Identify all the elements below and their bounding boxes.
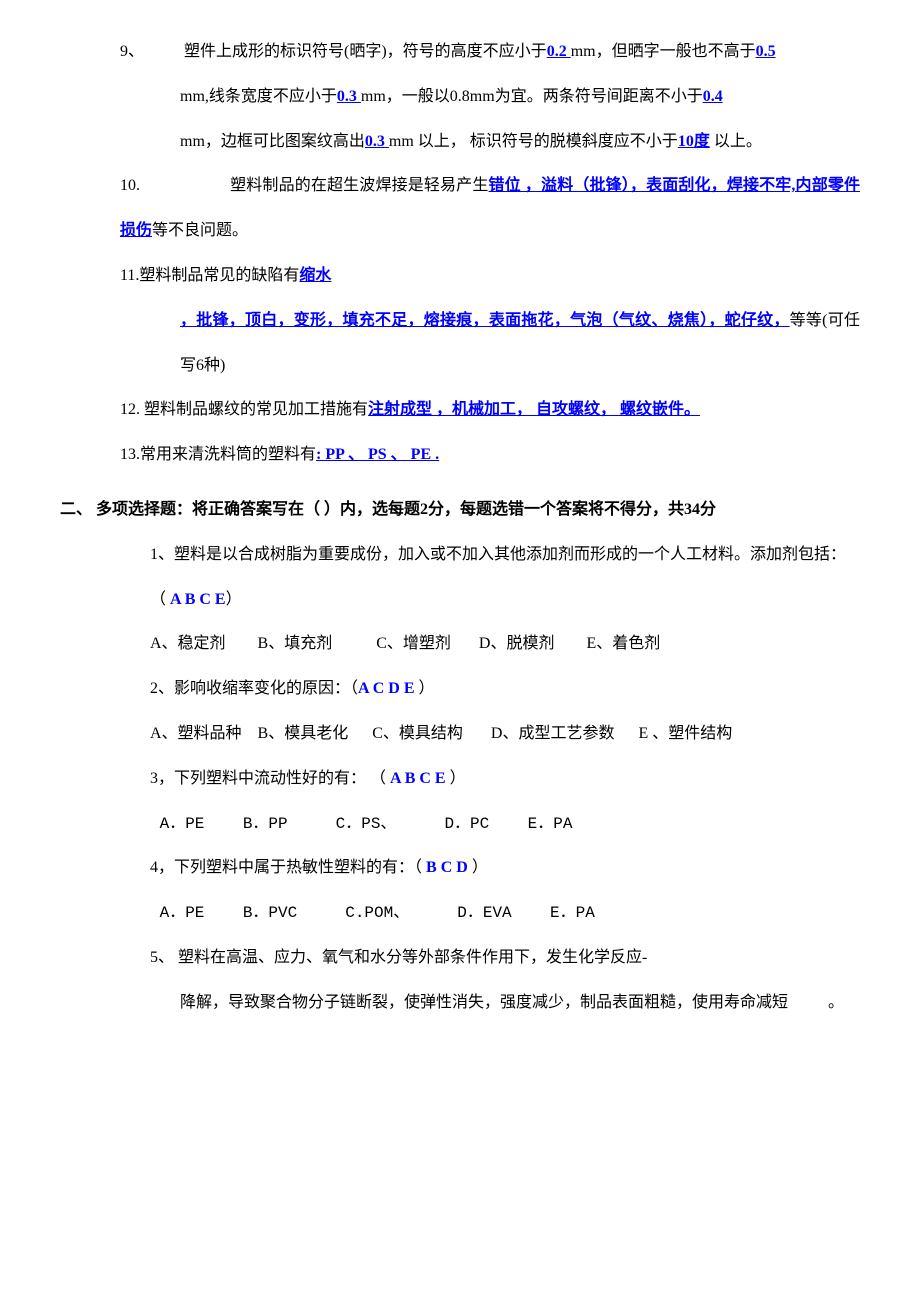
q9-t7: 以上。 [710, 133, 762, 150]
mc4-stem: 下列塑料中属于热敏性塑料的有：（ [174, 859, 426, 876]
q9-a1: 0.2 [547, 43, 571, 60]
mc-q4: 4，下列塑料中属于热敏性塑料的有：（ B C D ） [150, 846, 860, 891]
mc-q1-ans: （ A B C E） [150, 578, 860, 623]
q13-a1: : PP 、 PS 、 PE . [316, 446, 439, 463]
q9-a4: 0.4 [703, 88, 723, 105]
mc1-num: 1、 [150, 546, 174, 563]
mc-q3: 3，下列塑料中流动性好的有： （ A B C E ） [150, 757, 860, 802]
q9-num: 9、 [120, 43, 144, 60]
fill-blank-q9: 9、 塑件上成形的标识符号(晒字)，符号的高度不应小于0.2 mm，但晒字一般也不… [120, 30, 860, 75]
mc3-num: 3， [150, 770, 174, 787]
fill-blank-q12: 12. 塑料制品螺纹的常见加工措施有注射成型 ，机械加工， 自攻螺纹， 螺纹嵌件… [120, 388, 860, 433]
q10-num: 10. [120, 177, 140, 194]
mc1-open: （ [150, 591, 166, 608]
q9-t3: mm,线条宽度不应小于 [180, 88, 337, 105]
mc1-opts: A、稳定剂 B、填充剂 C、增塑剂 D、脱模剂 E、着色剂 [150, 635, 660, 652]
mc-q5-line2: 降解，导致聚合物分子链断裂，使弹性消失，强度减少，制品表面粗糙，使用寿命减短 。 [180, 981, 860, 1026]
q9-t1: 塑件上成形的标识符号(晒字)，符号的高度不应小于 [184, 43, 547, 60]
mc2-opts: A、塑料品种 B、模具老化 C、模具结构 D、成型工艺参数 E 、塑件结构 [150, 725, 732, 742]
q11-a1: 缩水 [299, 267, 331, 284]
q11-num: 11. [120, 267, 139, 284]
q10-t1: 塑料制品的在超生波焊接是轻易产生 [230, 177, 488, 194]
q12-a1: 注射成型 ，机械加工， 自攻螺纹， 螺纹嵌件。 [368, 401, 700, 418]
mc2-stem: 影响收缩率变化的原因：（ [174, 680, 358, 697]
mc1-ans: A B C E [166, 591, 226, 608]
mc-q5: 5、 塑料在高温、应力、氧气和水分等外部条件作用下，发生化学反应- [150, 936, 860, 981]
q11-t1: 塑料制品常见的缺陷有 [139, 267, 299, 284]
q11-a2: ，批锋，顶白，变形，填充不足，熔接痕，表面拖花，气泡（气纹、烧焦），蛇仔纹， [180, 312, 790, 329]
mc-q1-options: A、稳定剂 B、填充剂 C、增塑剂 D、脱模剂 E、着色剂 [150, 622, 860, 667]
mc3-opts: A．PE B．PP C．PS、 D．PC E．PA [150, 815, 572, 833]
mc5-stem: 塑料在高温、应力、氧气和水分等外部条件作用下，发生化学反应- [174, 949, 647, 966]
mc1-stem: 塑料是以合成树脂为重要成份，加入或不加入其他添加剂而形成的一个人工材料。添加剂包… [174, 546, 846, 563]
q9-a6: 10度 [678, 133, 710, 150]
mc-q3-options: A．PE B．PP C．PS、 D．PC E．PA [150, 802, 860, 847]
mc5-line2: 降解，导致聚合物分子链断裂，使弹性消失，强度减少，制品表面粗糙，使用寿命减短 。 [180, 994, 844, 1011]
mc-q2: 2、影响收缩率变化的原因：（A C D E ） [150, 667, 860, 712]
fill-blank-q9-line2: mm,线条宽度不应小于0.3 mm，一般以0.8mm为宜。两条符号间距离不小于0… [180, 75, 860, 120]
q13-num: 13. [120, 446, 140, 463]
mc4-num: 4， [150, 859, 174, 876]
mc4-close: ） [468, 859, 488, 876]
q12-num: 12. [120, 401, 140, 418]
mc3-close: ） [450, 770, 466, 787]
q9-t5: mm，边框可比图案纹高出 [180, 133, 365, 150]
q9-a5: 0.3 [365, 133, 389, 150]
mc-q4-options: A．PE B．PVC C.POM、 D．EVA E．PA [150, 891, 860, 936]
mc3-ans: A B C E [386, 770, 450, 787]
fill-blank-q13: 13.常用来清洗料筒的塑料有: PP 、 PS 、 PE . [120, 433, 860, 478]
fill-blank-q11-line2: ，批锋，顶白，变形，填充不足，熔接痕，表面拖花，气泡（气纹、烧焦），蛇仔纹，等等… [180, 299, 860, 389]
mc3-stem: 下列塑料中流动性好的有： （ [174, 770, 386, 787]
mc4-opts: A．PE B．PVC C.POM、 D．EVA E．PA [150, 904, 595, 922]
fill-blank-q11: 11.塑料制品常见的缺陷有缩水 [120, 254, 860, 299]
mc1-close: ） [226, 591, 242, 608]
mc2-ans: A C D E [358, 680, 418, 697]
mc2-num: 2、 [150, 680, 174, 697]
mc-q2-options: A、塑料品种 B、模具老化 C、模具结构 D、成型工艺参数 E 、塑件结构 [150, 712, 860, 757]
q9-a2: 0.5 [756, 43, 776, 60]
q9-t6: mm 以上， 标识符号的脱模斜度应不小于 [389, 133, 678, 150]
q9-a3: 0.3 [337, 88, 361, 105]
document-page: 9、 塑件上成形的标识符号(晒字)，符号的高度不应小于0.2 mm，但晒字一般也不… [0, 0, 920, 1066]
section-2-title: 二、 多项选择题：将正确答案写在（ ）内，选每题2分，每题选错一个答案将不得分，… [60, 488, 860, 533]
fill-blank-q10: 10.塑料制品的在超生波焊接是轻易产生错位 ，溢料（批锋），表面刮化，焊接不牢,… [120, 164, 860, 254]
q9-t2: mm，但晒字一般也不高于 [571, 43, 756, 60]
q12-t1: 塑料制品螺纹的常见加工措施有 [140, 401, 368, 418]
mc2-close: ） [418, 680, 434, 697]
q13-t1: 常用来清洗料筒的塑料有 [140, 446, 316, 463]
mc4-ans: B C D [426, 859, 468, 876]
mc5-num: 5、 [150, 949, 174, 966]
q10-t2: 等不良问题。 [152, 222, 248, 239]
fill-blank-q9-line3: mm，边框可比图案纹高出0.3 mm 以上， 标识符号的脱模斜度应不小于10度 … [180, 120, 860, 165]
mc-q1: 1、塑料是以合成树脂为重要成份，加入或不加入其他添加剂而形成的一个人工材料。添加… [150, 533, 860, 578]
q9-t4: mm，一般以0.8mm为宜。两条符号间距离不小于 [361, 88, 703, 105]
